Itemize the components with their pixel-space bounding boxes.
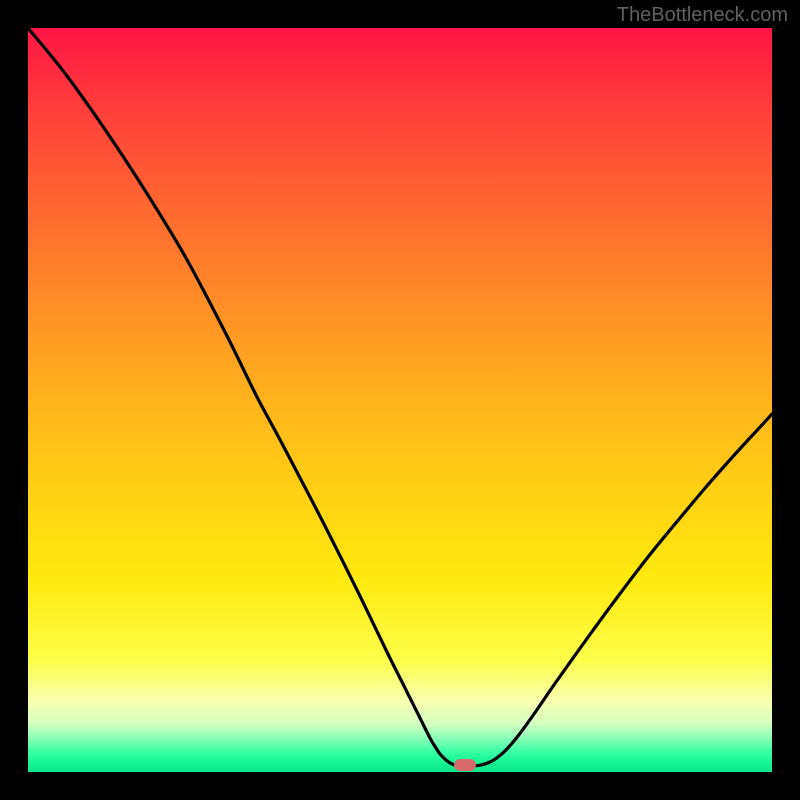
- optimal-point-marker: [454, 759, 476, 771]
- plot-gradient-background: [28, 28, 772, 772]
- bottleneck-chart: [0, 0, 800, 800]
- chart-container: TheBottleneck.com: [0, 0, 800, 800]
- watermark-text: TheBottleneck.com: [617, 4, 788, 27]
